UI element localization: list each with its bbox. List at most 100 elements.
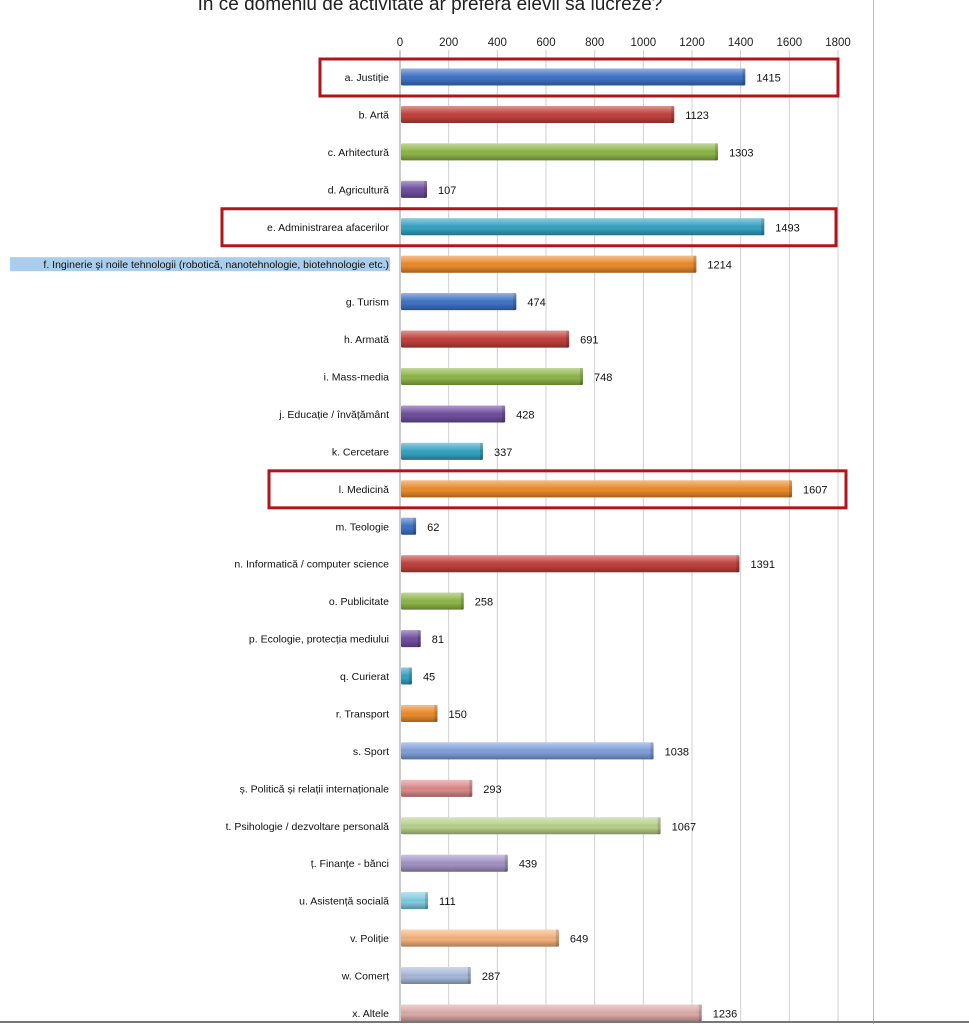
bar-group <box>401 967 471 985</box>
data-label: 150 <box>449 709 467 721</box>
bar-end-cap <box>469 779 473 797</box>
data-label: 1067 <box>672 821 696 833</box>
bar-shine <box>401 68 746 86</box>
bar-group <box>401 330 570 348</box>
bar-end-cap <box>693 255 697 273</box>
x-tick-label: 600 <box>536 37 555 49</box>
x-tick-label: 800 <box>585 37 604 49</box>
value-labels: 1415 1123 1303 107 1493 1214 474 691 748 428 337 16… <box>423 73 828 1021</box>
category-label: g. Turism <box>346 297 389 309</box>
data-label: 81 <box>432 634 444 646</box>
data-label: 1303 <box>729 147 753 159</box>
category-label: i. Mass-media <box>324 372 390 384</box>
bar-end-cap <box>671 105 675 123</box>
x-tick-label: 1400 <box>728 37 754 49</box>
data-label: 111 <box>439 896 456 908</box>
bar-shine <box>401 967 471 985</box>
bar-end-cap <box>408 667 412 685</box>
bar-shine <box>401 742 654 760</box>
bar-end-cap <box>555 929 559 947</box>
x-tick-label: 1200 <box>679 37 705 49</box>
bar-group <box>401 405 506 423</box>
bar-group <box>401 704 438 722</box>
data-label: 1038 <box>665 746 689 758</box>
bar-shine <box>401 592 464 610</box>
x-tick-label: 400 <box>488 37 507 49</box>
data-label: 439 <box>519 859 537 871</box>
x-axis-ticks: 0 200 400 600 800 1000 1200 1400 1600 1800 <box>397 37 851 49</box>
bar-shine <box>401 480 793 498</box>
data-label: 1214 <box>707 260 731 272</box>
category-label: d. Agricultură <box>328 184 389 196</box>
data-label: 428 <box>516 409 534 421</box>
bar-group <box>401 218 765 236</box>
bar-group <box>401 817 661 835</box>
highlight-box <box>318 57 840 98</box>
bar-shine <box>401 555 740 573</box>
bar-shine <box>401 1004 702 1022</box>
bar-end-cap <box>434 704 438 722</box>
category-label: q. Curierat <box>340 671 389 683</box>
bar-shine <box>401 405 506 423</box>
bar-group <box>401 442 484 460</box>
category-label: t. Psihologie / dezvoltare personală <box>226 821 390 833</box>
bar-group <box>401 293 517 311</box>
page-edge-divider <box>873 0 874 1024</box>
bar-shine <box>401 330 570 348</box>
bar-group <box>401 255 697 273</box>
category-label: u. Asistență socială <box>299 896 389 908</box>
category-label: s. Sport <box>353 746 389 758</box>
bar-shine <box>401 180 428 198</box>
category-label: b. Artă <box>359 109 390 121</box>
data-label: 287 <box>482 971 500 983</box>
data-label: 1493 <box>775 222 799 234</box>
bar-end-cap <box>480 442 484 460</box>
category-label: w. Comerț <box>341 971 389 983</box>
data-label: 62 <box>427 522 439 534</box>
data-label: 1236 <box>713 1009 737 1021</box>
category-label: f. Inginerie şi noile tehnologii (roboti… <box>43 259 389 271</box>
category-label: m. Teologie <box>335 521 389 533</box>
category-label: r. Transport <box>336 708 389 720</box>
category-label: n. Informatică / computer science <box>234 559 389 571</box>
bar-shine <box>401 704 438 722</box>
bar-shine <box>401 854 508 872</box>
label-selection-highlight <box>10 257 390 272</box>
bar-group <box>401 143 719 161</box>
bar-end-cap <box>417 630 421 648</box>
data-label: 107 <box>438 185 456 197</box>
bar-end-cap <box>789 480 793 498</box>
x-tick-label: 200 <box>439 37 458 49</box>
bar-end-cap <box>566 330 570 348</box>
x-tick-label: 1800 <box>825 37 851 49</box>
bar-end-cap <box>460 592 464 610</box>
bar-shine <box>401 255 697 273</box>
bar-group <box>401 667 412 685</box>
bar-shine <box>401 929 559 947</box>
bar-group <box>401 929 559 947</box>
bar-shine <box>401 817 661 835</box>
category-label: ș. Politică și relații internaționale <box>240 783 390 795</box>
bar-group <box>401 68 746 86</box>
bar-end-cap <box>424 180 428 198</box>
category-label: k. Cercetare <box>332 446 389 458</box>
bar-end-cap <box>467 967 471 985</box>
bar-shine <box>401 105 675 123</box>
chart-title: În ce domeniu de activitate ar prefera e… <box>197 0 663 15</box>
data-label: 293 <box>483 784 501 796</box>
data-label: 337 <box>494 447 512 459</box>
bar-shine <box>401 218 765 236</box>
bar-end-cap <box>657 817 661 835</box>
category-label: a. Justiție <box>345 72 390 84</box>
bar-group <box>401 892 429 910</box>
page-bottom-edge <box>0 1021 969 1023</box>
bar-end-cap <box>425 892 429 910</box>
bar-end-cap <box>742 68 746 86</box>
data-label: 748 <box>594 372 612 384</box>
data-label: 45 <box>423 672 435 684</box>
bar-shine <box>401 630 421 648</box>
category-label: v. Poliție <box>350 933 389 945</box>
bar-shine <box>401 779 473 797</box>
bar-end-cap <box>650 742 654 760</box>
bar-group <box>401 742 654 760</box>
